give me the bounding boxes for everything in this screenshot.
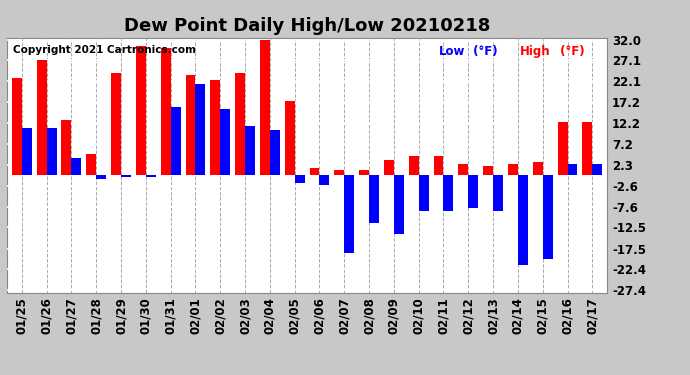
Bar — [136, 46, 146, 175]
Bar — [111, 74, 121, 175]
Bar — [260, 40, 270, 175]
Bar — [469, 175, 478, 208]
Text: Low: Low — [439, 45, 466, 58]
Bar — [235, 74, 245, 175]
Bar — [335, 171, 344, 175]
Bar — [61, 120, 71, 175]
Bar — [270, 130, 279, 175]
Text: (°F): (°F) — [556, 45, 585, 58]
Bar — [186, 75, 195, 175]
Bar — [22, 128, 32, 175]
Bar — [444, 175, 453, 211]
Bar — [86, 154, 96, 175]
Text: High: High — [520, 45, 551, 58]
Text: (°F): (°F) — [469, 45, 497, 58]
Bar — [458, 164, 469, 175]
Bar — [146, 175, 156, 177]
Bar — [71, 158, 81, 175]
Bar — [394, 175, 404, 234]
Bar — [295, 175, 304, 183]
Bar — [558, 122, 567, 175]
Bar — [245, 126, 255, 175]
Bar — [12, 78, 22, 175]
Bar — [96, 175, 106, 179]
Bar — [359, 171, 369, 175]
Bar — [121, 175, 131, 177]
Bar — [433, 156, 444, 175]
Bar — [518, 175, 528, 266]
Bar — [493, 175, 503, 211]
Bar — [408, 156, 419, 175]
Bar — [220, 109, 230, 175]
Bar — [384, 160, 394, 175]
Bar — [369, 175, 379, 223]
Bar — [508, 164, 518, 175]
Bar — [592, 164, 602, 175]
Text: Copyright 2021 Cartronics.com: Copyright 2021 Cartronics.com — [13, 45, 196, 55]
Bar — [161, 48, 170, 175]
Bar — [170, 107, 181, 175]
Bar — [47, 128, 57, 175]
Bar — [310, 168, 319, 175]
Bar — [344, 175, 354, 253]
Bar — [582, 122, 592, 175]
Title: Dew Point Daily High/Low 20210218: Dew Point Daily High/Low 20210218 — [124, 16, 490, 34]
Bar — [37, 60, 47, 175]
Bar — [419, 175, 428, 211]
Bar — [195, 84, 206, 175]
Bar — [533, 162, 543, 175]
Bar — [483, 166, 493, 175]
Bar — [543, 175, 553, 259]
Bar — [210, 80, 220, 175]
Bar — [285, 101, 295, 175]
Bar — [319, 175, 329, 185]
Bar — [567, 164, 578, 175]
